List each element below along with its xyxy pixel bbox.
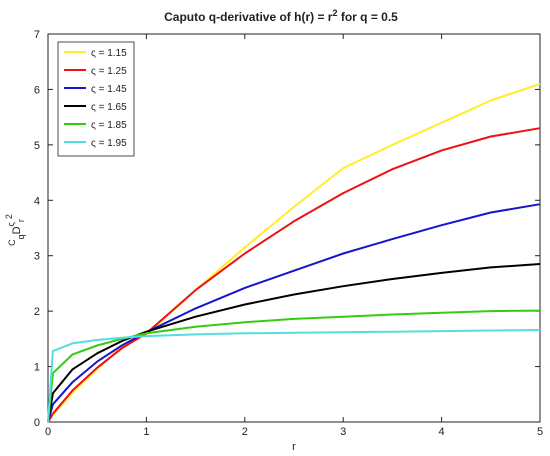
y-tick-label: 1 <box>34 362 40 374</box>
x-tick-label: 5 <box>537 426 543 438</box>
series-line <box>47 263 541 423</box>
y-tick-label: 2 <box>34 306 40 318</box>
legend-entry: ς = 1.95 <box>91 138 127 149</box>
series-lines <box>47 82 541 423</box>
chart-title: Caputo q-derivative of h(r) = r2 for q =… <box>164 8 398 24</box>
x-tick-label: 2 <box>242 426 248 438</box>
series-line <box>47 329 541 423</box>
series-line <box>47 82 541 423</box>
legend-box <box>57 41 135 157</box>
y-axis-label: CqDςr2 <box>4 214 26 246</box>
x-tick-label: 3 <box>340 426 346 438</box>
legend-entry: ς = 1.15 <box>91 48 127 59</box>
y-tick-label: 4 <box>34 195 40 207</box>
y-tick-label: 0 <box>34 417 40 429</box>
legend-entry: ς = 1.85 <box>91 120 127 131</box>
legend: ς = 1.15 ς = 1.25 ς = 1.45 ς = 1.65 ς = 1.85… <box>64 48 127 149</box>
legend-entry: ς = 1.65 <box>91 102 127 113</box>
y-tick-label: 7 <box>34 29 40 41</box>
svg-text:CqDςr2: CqDςr2 <box>4 214 26 246</box>
legend-entry: ς = 1.45 <box>91 84 127 95</box>
x-axis-label: r <box>292 441 296 453</box>
y-tick-label: 3 <box>34 251 40 263</box>
x-tick-label: 4 <box>439 426 445 438</box>
y-tick-label: 6 <box>34 84 40 96</box>
x-tick-label: 0 <box>45 426 51 438</box>
series-line <box>47 309 541 423</box>
y-tick-label: 5 <box>34 140 40 152</box>
x-tick-label: 1 <box>143 426 149 438</box>
legend-entry: ς = 1.25 <box>91 66 127 77</box>
series-line <box>47 203 541 423</box>
series-line <box>47 127 541 423</box>
